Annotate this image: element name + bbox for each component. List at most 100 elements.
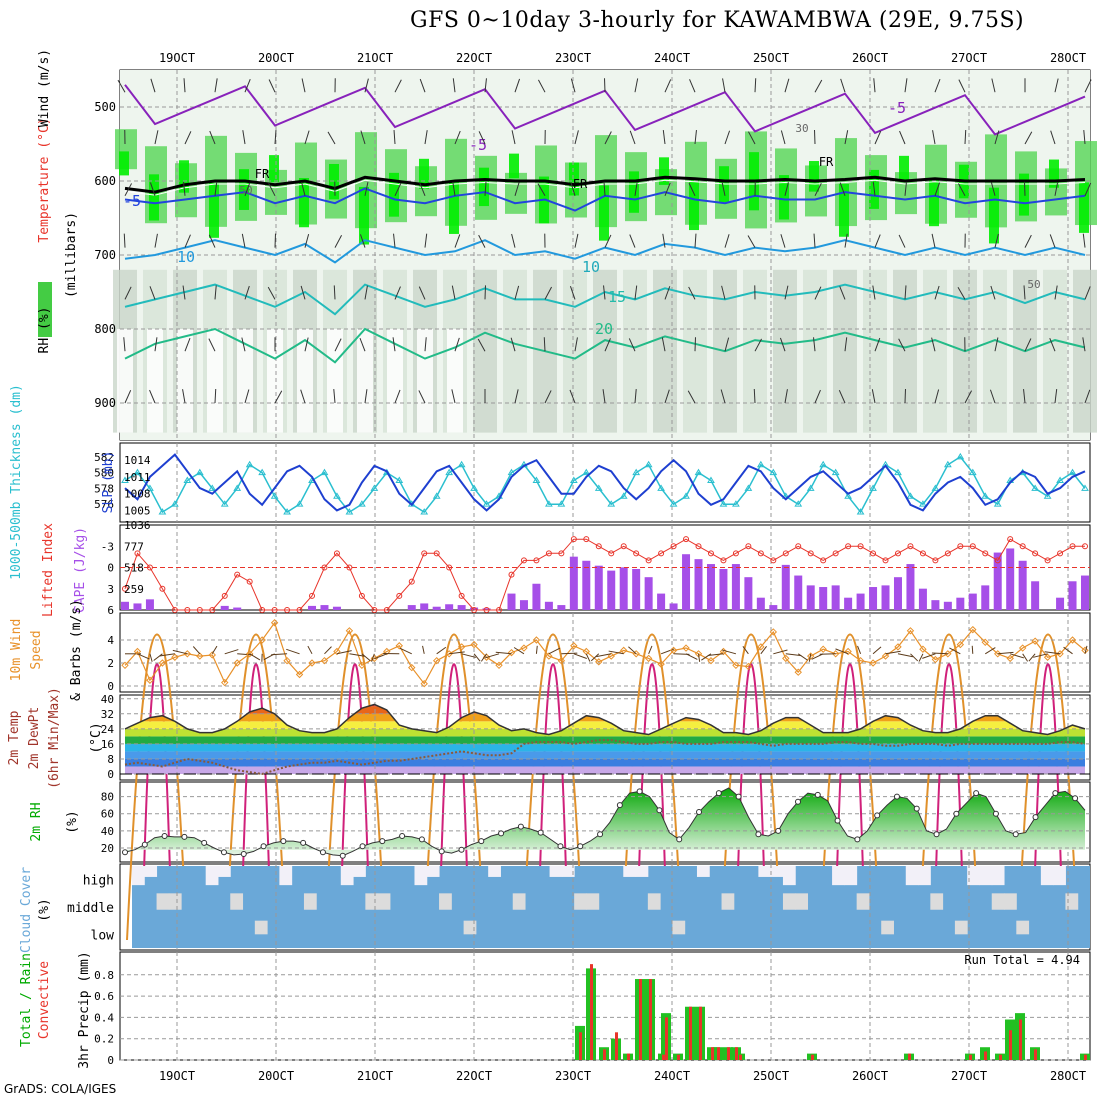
rh-marker xyxy=(636,788,643,795)
cape-bar xyxy=(657,593,666,610)
li-tick: 3 xyxy=(107,583,114,596)
dewpoint-line xyxy=(124,739,1086,776)
thickness-axis-label: 1000-500mb Thickness (dm) xyxy=(9,384,24,580)
wind-barb xyxy=(301,182,306,196)
rh-core xyxy=(779,175,789,220)
wind-speed-marker xyxy=(782,654,790,663)
wind-barb xyxy=(844,233,848,248)
cloud-level-label: middle xyxy=(67,901,114,916)
cloud-gap xyxy=(844,866,858,886)
wind-barb xyxy=(904,285,907,300)
precip-convective-bar xyxy=(1009,1030,1012,1060)
wind-barb xyxy=(874,131,882,145)
date-label-bottom: 22OCT xyxy=(456,1069,492,1083)
wind-barb xyxy=(994,233,999,248)
li-marker xyxy=(894,550,901,557)
surface-wind-barb xyxy=(922,653,936,659)
surface-wind-barb xyxy=(971,645,974,654)
temp-tick: 40 xyxy=(101,693,114,706)
cape-bar xyxy=(145,599,154,610)
wind-barb xyxy=(1050,130,1056,145)
rh-marker xyxy=(696,809,703,815)
temp-axis-label: Temperature (°C) xyxy=(37,117,52,242)
wind-speed-marker xyxy=(532,636,541,644)
thickness-marker xyxy=(1031,484,1040,491)
rh-core xyxy=(659,157,669,185)
slp-line xyxy=(124,453,1086,512)
thickness-marker xyxy=(121,476,129,484)
wind-speed-marker xyxy=(333,647,341,656)
rh-marker xyxy=(874,812,881,819)
surface-wind-barb xyxy=(931,652,948,655)
wind-barb xyxy=(117,79,126,93)
slp-axis-label: SLP (mb) xyxy=(101,451,116,514)
rh-dry-cell xyxy=(297,329,313,433)
date-label-top: 19OCT xyxy=(159,51,195,65)
cloud-gap xyxy=(586,893,600,910)
rh-marker xyxy=(300,839,307,846)
wind-barb xyxy=(393,233,396,248)
cape-bar xyxy=(694,559,703,610)
wind-speed-marker xyxy=(270,619,279,627)
thickness-marker xyxy=(432,492,441,499)
thickness-marker xyxy=(220,500,229,507)
li-marker xyxy=(832,550,839,557)
wind-barb xyxy=(544,390,552,404)
wind-speed-marker xyxy=(732,661,740,670)
wind-barb xyxy=(300,389,306,404)
precip-convective-bar xyxy=(999,1054,1002,1060)
wind-barb xyxy=(274,390,283,404)
wind-barb xyxy=(182,389,186,404)
li-marker xyxy=(271,607,278,613)
precip-tick: 0.8 xyxy=(94,969,114,982)
freezing-level-line xyxy=(124,175,1086,194)
surface-wind-barb xyxy=(535,645,538,654)
wind-barb xyxy=(813,337,816,352)
thickness-marker xyxy=(482,500,491,507)
wind-barb xyxy=(364,182,369,196)
wind-barb xyxy=(364,78,369,93)
li-marker xyxy=(146,564,153,571)
wind-barb xyxy=(300,285,306,300)
wind-speed-marker xyxy=(906,627,915,635)
rh-core xyxy=(329,163,339,200)
panel-frame xyxy=(119,951,1091,1061)
li-axis-label: Lifted Index xyxy=(41,523,56,617)
rh-core xyxy=(179,160,189,193)
date-label-top: 27OCT xyxy=(951,51,987,65)
cape-bar xyxy=(544,601,553,610)
cloud-gap xyxy=(168,893,182,910)
li-marker xyxy=(907,543,914,550)
surface-wind-barb xyxy=(324,646,332,655)
surface-wind-barb xyxy=(349,653,365,657)
wind-barb xyxy=(629,234,636,248)
wind-barb xyxy=(208,338,216,352)
wind-barb xyxy=(424,337,427,352)
cloud-axis-label: Cloud Cover xyxy=(19,867,34,953)
rh-marker xyxy=(1012,831,1019,838)
wind-tick: 2 xyxy=(107,657,114,670)
li-marker xyxy=(870,550,877,557)
cape-bar xyxy=(1031,581,1040,610)
rh-dry-cell xyxy=(357,329,373,433)
date-label-bottom: 26OCT xyxy=(852,1069,888,1083)
cloud-gap xyxy=(377,893,391,910)
millibars-label: (millibars) xyxy=(64,212,79,298)
thickness-marker xyxy=(270,492,279,499)
cloud-gap xyxy=(1053,866,1066,886)
cape-bar xyxy=(918,588,927,610)
surface-wind-barb xyxy=(910,653,919,662)
thickness-marker xyxy=(395,476,404,484)
rh-blob xyxy=(895,172,917,215)
wind-barb xyxy=(872,181,876,196)
wind-speed-marker xyxy=(595,658,603,666)
li-marker xyxy=(346,564,353,571)
li-marker xyxy=(620,543,627,550)
precip-convective-bar xyxy=(662,1054,665,1060)
wind-barb xyxy=(1084,79,1092,93)
wind-barb xyxy=(360,130,366,145)
thickness-marker xyxy=(183,476,192,484)
cape-bar xyxy=(632,568,641,610)
cape-bar xyxy=(1006,548,1015,610)
wind-barb xyxy=(149,182,156,196)
